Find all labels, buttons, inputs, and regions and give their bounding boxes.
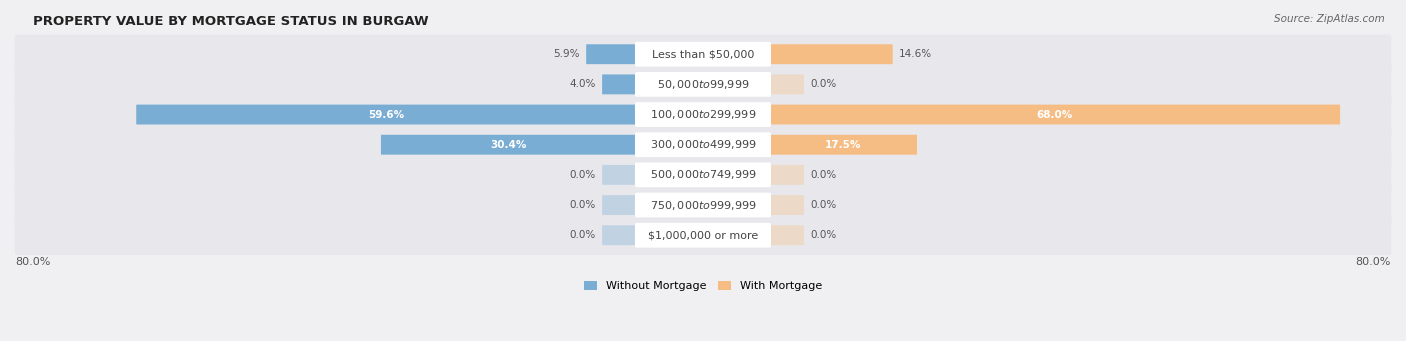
Text: 30.4%: 30.4%	[491, 140, 527, 150]
Text: $750,000 to $999,999: $750,000 to $999,999	[650, 198, 756, 211]
FancyBboxPatch shape	[769, 165, 804, 185]
FancyBboxPatch shape	[586, 44, 637, 64]
Text: 0.0%: 0.0%	[810, 170, 837, 180]
FancyBboxPatch shape	[14, 155, 1392, 194]
Text: 0.0%: 0.0%	[569, 230, 596, 240]
Text: $300,000 to $499,999: $300,000 to $499,999	[650, 138, 756, 151]
FancyBboxPatch shape	[602, 74, 637, 94]
Text: 68.0%: 68.0%	[1036, 109, 1073, 120]
FancyBboxPatch shape	[14, 186, 1392, 225]
Text: PROPERTY VALUE BY MORTGAGE STATUS IN BURGAW: PROPERTY VALUE BY MORTGAGE STATUS IN BUR…	[32, 15, 429, 28]
FancyBboxPatch shape	[636, 223, 770, 248]
FancyBboxPatch shape	[769, 225, 804, 245]
FancyBboxPatch shape	[14, 216, 1392, 255]
Text: 0.0%: 0.0%	[569, 200, 596, 210]
FancyBboxPatch shape	[602, 165, 637, 185]
FancyBboxPatch shape	[14, 95, 1392, 134]
FancyBboxPatch shape	[602, 225, 637, 245]
Text: $500,000 to $749,999: $500,000 to $749,999	[650, 168, 756, 181]
Text: 0.0%: 0.0%	[810, 200, 837, 210]
FancyBboxPatch shape	[636, 163, 770, 187]
FancyBboxPatch shape	[636, 132, 770, 157]
Text: 14.6%: 14.6%	[898, 49, 932, 59]
Text: 5.9%: 5.9%	[554, 49, 579, 59]
FancyBboxPatch shape	[769, 105, 1340, 124]
Text: 17.5%: 17.5%	[825, 140, 862, 150]
FancyBboxPatch shape	[636, 102, 770, 127]
FancyBboxPatch shape	[636, 42, 770, 66]
FancyBboxPatch shape	[14, 125, 1392, 164]
Text: $1,000,000 or more: $1,000,000 or more	[648, 230, 758, 240]
Legend: Without Mortgage, With Mortgage: Without Mortgage, With Mortgage	[579, 276, 827, 296]
Text: Less than $50,000: Less than $50,000	[652, 49, 754, 59]
FancyBboxPatch shape	[769, 195, 804, 215]
FancyBboxPatch shape	[602, 195, 637, 215]
Text: $100,000 to $299,999: $100,000 to $299,999	[650, 108, 756, 121]
FancyBboxPatch shape	[636, 72, 770, 97]
FancyBboxPatch shape	[769, 74, 804, 94]
FancyBboxPatch shape	[769, 135, 917, 155]
Text: $50,000 to $99,999: $50,000 to $99,999	[657, 78, 749, 91]
FancyBboxPatch shape	[136, 105, 637, 124]
FancyBboxPatch shape	[769, 44, 893, 64]
FancyBboxPatch shape	[14, 65, 1392, 104]
Text: 0.0%: 0.0%	[810, 79, 837, 89]
Text: Source: ZipAtlas.com: Source: ZipAtlas.com	[1274, 14, 1385, 24]
Text: 59.6%: 59.6%	[368, 109, 405, 120]
FancyBboxPatch shape	[14, 34, 1392, 74]
FancyBboxPatch shape	[636, 193, 770, 218]
Text: 0.0%: 0.0%	[569, 170, 596, 180]
Text: 0.0%: 0.0%	[810, 230, 837, 240]
Text: 4.0%: 4.0%	[569, 79, 596, 89]
FancyBboxPatch shape	[381, 135, 637, 155]
